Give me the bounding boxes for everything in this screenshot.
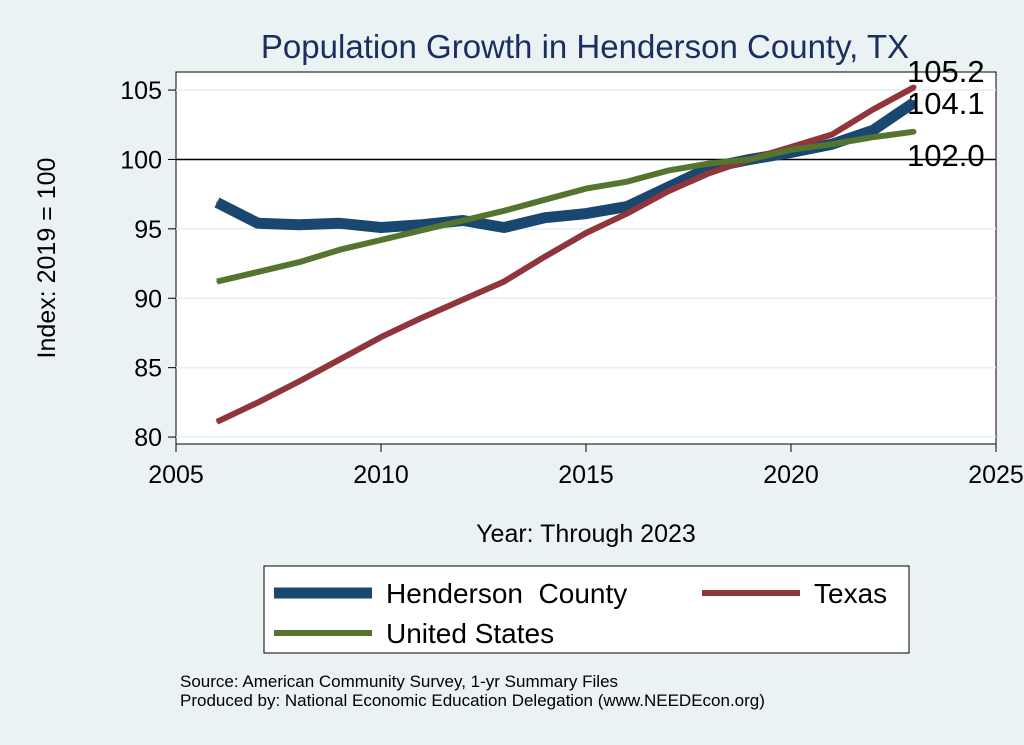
y-tick-label: 100: [120, 146, 162, 174]
series-henderson-county-point: [421, 223, 423, 226]
series-texas-point: [216, 421, 218, 423]
series-texas-point: [831, 133, 833, 136]
y-tick-label: 80: [134, 424, 162, 452]
legend-label-us: United States: [386, 618, 554, 649]
series-henderson-county-end-marker: [911, 100, 917, 106]
series-texas-point: [380, 336, 382, 338]
series-united-states-point: [585, 187, 587, 190]
series-texas-point: [872, 108, 874, 111]
series-henderson-county-point: [257, 222, 259, 225]
y-axis-label: Index: 2019 = 100: [33, 158, 61, 359]
series-texas-point: [339, 358, 341, 361]
series-united-states-point: [503, 210, 505, 212]
x-axis: 2005 2010 2015 2020 2025: [148, 444, 1024, 489]
series-henderson-county-point: [339, 222, 341, 225]
legend: Henderson County Texas United States: [263, 565, 910, 654]
legend-box: [263, 565, 910, 654]
legend-label-henderson: Henderson County: [386, 578, 627, 609]
series-henderson-county-point: [626, 205, 628, 208]
end-label-texas: 105.2: [907, 54, 985, 89]
series-united-states-point: [421, 229, 423, 231]
series-united-states-point: [339, 248, 341, 251]
series-united-states-point: [749, 158, 751, 161]
series-henderson-county-point: [503, 226, 505, 229]
end-label-henderson: 104.1: [907, 86, 985, 121]
series-united-states-point: [708, 162, 710, 165]
series-united-states-point: [298, 261, 300, 264]
x-tick-label: 2015: [558, 461, 614, 489]
series-united-states-point: [462, 219, 464, 222]
series-united-states-point: [380, 239, 382, 241]
source-note: Source: American Community Survey, 1-yr …: [180, 672, 765, 710]
series-texas-end-marker: [911, 84, 917, 90]
series-henderson-county-point: [216, 201, 218, 204]
series-henderson-county-point: [585, 212, 587, 215]
series-texas-point: [626, 212, 628, 215]
y-axis: 80 85 90 95 100 105: [120, 77, 176, 452]
source-line: Source: American Community Survey, 1-yr …: [180, 672, 619, 691]
series-united-states-point: [831, 143, 833, 145]
series-henderson-county-point: [544, 216, 546, 219]
series-henderson-county-point: [298, 223, 300, 226]
series-texas-point: [708, 172, 710, 175]
series-henderson-county-point: [380, 226, 382, 229]
series-texas-point: [503, 280, 505, 283]
y-tick-label: 105: [120, 77, 162, 105]
series-henderson-county-point: [872, 129, 874, 132]
series-texas-point: [667, 190, 669, 193]
series-henderson-county-point: [708, 167, 710, 169]
series-united-states-point: [872, 136, 874, 138]
series-henderson-county-point: [667, 186, 669, 188]
end-label-united-states: 102.0: [907, 138, 985, 173]
legend-label-texas: Texas: [814, 578, 887, 609]
series-united-states-point: [216, 280, 218, 283]
series-united-states-point: [667, 169, 669, 172]
series-texas-point: [462, 298, 464, 301]
series-united-states-end-marker: [911, 129, 917, 135]
x-tick-label: 2010: [353, 461, 409, 489]
series-texas-point: [544, 255, 546, 258]
series-united-states-point: [626, 180, 628, 183]
series-texas-point: [421, 316, 423, 319]
x-tick-label: 2025: [968, 461, 1024, 489]
producer-line: Produced by: National Economic Education…: [180, 691, 765, 710]
chart-title: Population Growth in Henderson County, T…: [261, 28, 909, 65]
series-texas-point: [298, 380, 300, 383]
x-tick-label: 2005: [148, 461, 204, 489]
y-tick-label: 90: [134, 285, 162, 313]
series-united-states-line: [216, 128, 915, 285]
series-group: [214, 84, 918, 425]
series-united-states-point: [544, 198, 546, 201]
x-tick-label: 2020: [763, 461, 819, 489]
series-united-states-point: [257, 271, 259, 273]
y-tick-label: 95: [134, 216, 162, 244]
series-texas-point: [257, 401, 259, 404]
series-united-states-point: [790, 148, 792, 151]
series-texas-point: [585, 232, 587, 234]
series-texas-line: [215, 84, 916, 425]
y-tick-label: 85: [134, 355, 162, 383]
x-axis-label: Year: Through 2023: [476, 520, 696, 548]
